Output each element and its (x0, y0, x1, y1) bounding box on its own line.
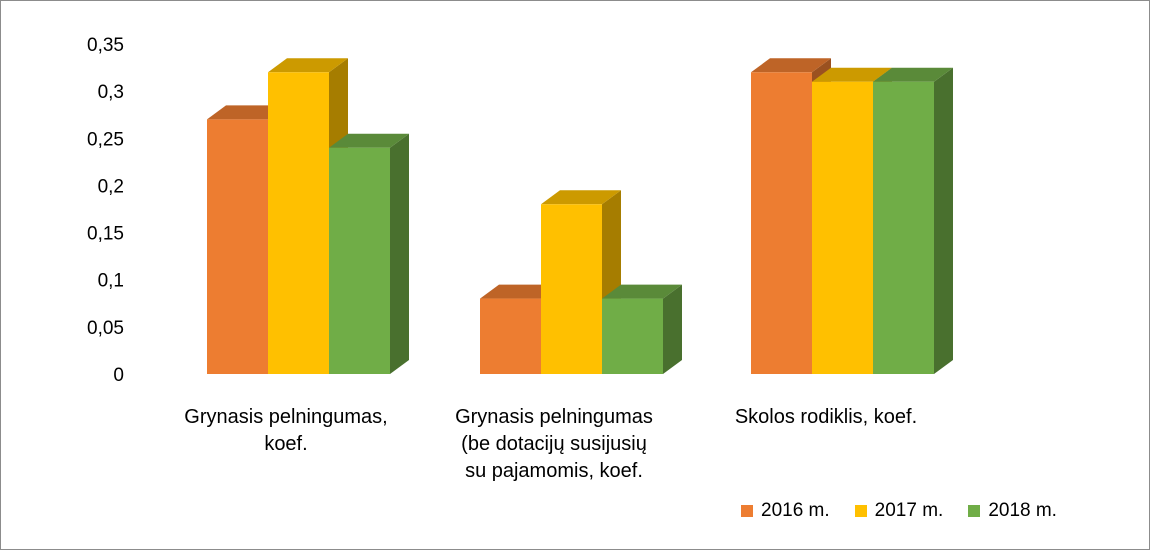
category-label-line: Grynasis pelningumas, (184, 406, 388, 428)
legend-swatch-2018 (968, 505, 981, 517)
bar-top-face (751, 58, 831, 73)
bar-top-face (329, 133, 409, 148)
category-label-line: (be dotacijų susijusių (461, 433, 647, 455)
bar-2-2018m (602, 284, 682, 374)
legend-swatch-2016 (741, 505, 753, 517)
bar-front-face (480, 298, 541, 374)
bar-1-2018m (329, 133, 409, 374)
bar-front-face (207, 119, 268, 374)
bar-front-face (268, 72, 329, 375)
y-tick-label: 0,2 (98, 176, 124, 197)
bar-front-face (602, 298, 663, 374)
y-tick-label: 0,25 (87, 129, 124, 150)
legend-label-2016: 2016 m. (761, 500, 830, 521)
bar-top-face (602, 284, 682, 299)
bar-top-face (873, 67, 953, 82)
legend-item-2017: 2017 m. (854, 500, 944, 522)
legend-swatch-2017 (854, 505, 867, 517)
bar-top-face (207, 105, 287, 120)
bar-front-face (541, 204, 602, 374)
category-label-net-profitability: Grynasis pelningumas, koef. (161, 404, 411, 458)
category-label-line: su pajamomis, koef. (465, 460, 643, 482)
y-tick-label: 0,15 (87, 224, 124, 245)
category-label-net-profitability-excl-subsidies: Grynasis pelningumas (be dotacijų susiju… (429, 404, 679, 485)
legend-label-2017: 2017 m. (874, 500, 944, 521)
chart-legend: 2016 m. 2017 m. 2018 m. (741, 499, 1082, 523)
legend-item-2018: 2018 m. (968, 500, 1057, 522)
bar-top-face (541, 190, 621, 205)
bar-top-face (480, 284, 560, 299)
category-label-line: koef. (264, 433, 308, 455)
bar-side-face (663, 284, 682, 374)
y-tick-label: 0,3 (98, 82, 124, 103)
bar-top-face (268, 58, 348, 73)
bar-front-face (751, 72, 812, 375)
bar-3-2018m (873, 67, 953, 374)
y-tick-label: 0,05 (87, 318, 124, 339)
bar-front-face (812, 81, 873, 374)
category-label-line: Skolos rodiklis, koef. (734, 406, 918, 428)
category-label-line: Grynasis pelningumas (455, 406, 653, 428)
category-label-debt-ratio: Skolos rodiklis, koef. (701, 404, 951, 431)
bar-side-face (934, 67, 953, 374)
y-tick-label: 0,35 (87, 35, 124, 56)
bar-side-face (390, 133, 409, 374)
bar-front-face (329, 147, 390, 374)
legend-label-2018: 2018 m. (988, 500, 1057, 521)
bar-top-face (812, 67, 892, 82)
bar-front-face (873, 81, 934, 374)
legend-item-2016: 2016 m. (741, 500, 830, 522)
y-tick-label: 0,1 (98, 271, 124, 292)
y-tick-label: 0 (113, 365, 124, 386)
